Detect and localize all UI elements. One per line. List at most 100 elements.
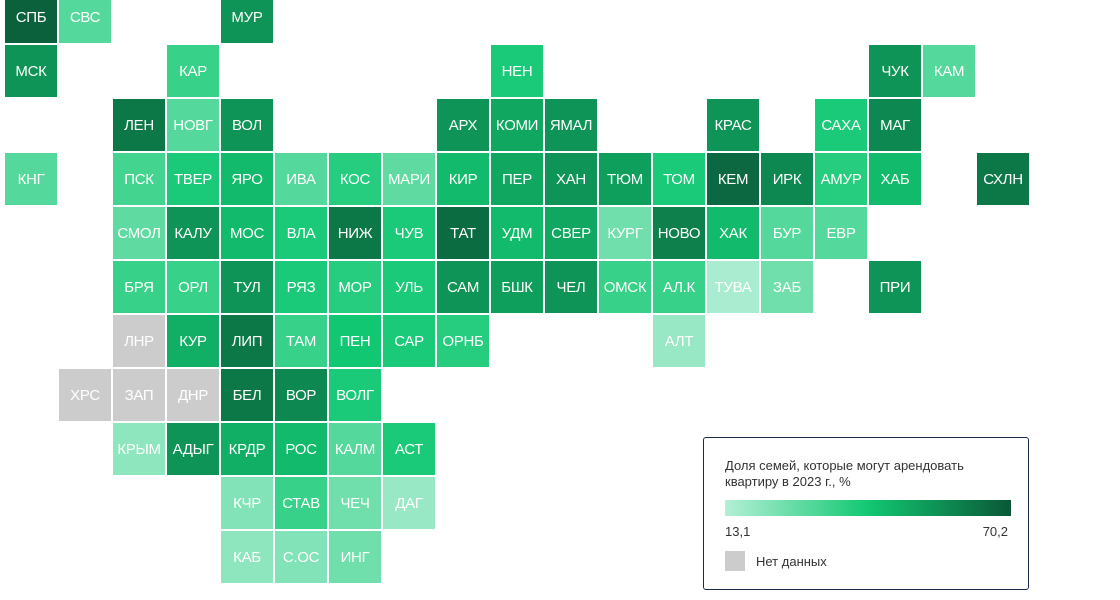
region-label: ХАН (556, 170, 586, 188)
region-tile: ТУВА (707, 261, 759, 313)
region-tile: КОМИ (491, 99, 543, 151)
region-tile: ИВА (275, 153, 327, 205)
region-tile: БЕЛ (221, 369, 273, 421)
region-tile: ВЛА (275, 207, 327, 259)
region-tile: ХАБ (869, 153, 921, 205)
region-label: ОРЛ (178, 278, 208, 296)
region-label: САР (394, 332, 424, 350)
region-label: УЛЬ (395, 278, 423, 296)
region-label: ХАБ (880, 170, 910, 188)
region-label: С.ОС (282, 548, 320, 566)
legend-gradient (725, 500, 1011, 516)
region-label: СВС (69, 8, 101, 26)
region-label: МУР (231, 8, 263, 26)
region-label: КАМ (933, 62, 965, 80)
legend-min-label: 13,1 (725, 524, 751, 539)
region-label: ЧУК (881, 62, 909, 80)
region-label: ЯМАЛ (549, 116, 593, 134)
region-label: ЧЕЧ (340, 494, 370, 512)
region-tile: СВЕР (545, 207, 597, 259)
region-tile: ЧЕЛ (545, 261, 597, 313)
region-label: МСК (15, 62, 47, 80)
region-tile: СПБ (5, 0, 57, 43)
region-tile: НЕН (491, 45, 543, 97)
region-label: КОМИ (495, 116, 539, 134)
region-tile: НОВГ (167, 99, 219, 151)
region-label: СТАВ (282, 494, 320, 512)
legend-title: Доля семей, которые могут арендовать ква… (725, 458, 964, 489)
region-tile: СХЛН (977, 153, 1029, 205)
region-tile: ПЕН (329, 315, 381, 367)
region-tile: КИР (437, 153, 489, 205)
region-label: ЯРО (231, 170, 263, 188)
region-tile: КЧР (221, 477, 273, 529)
region-label: ПРИ (879, 278, 911, 296)
region-tile: БРЯ (113, 261, 165, 313)
region-tile: МАРИ (383, 153, 435, 205)
region-label: РОС (285, 440, 317, 458)
region-tile: С.ОС (275, 531, 327, 583)
region-tile: ЛИП (221, 315, 273, 367)
region-tile: ИРК (761, 153, 813, 205)
region-label: АЛ.К (663, 278, 695, 296)
region-label: ТВЕР (174, 170, 212, 188)
region-label: АДЫГ (172, 440, 214, 458)
region-label: АСТ (394, 440, 424, 458)
region-tile: САХА (815, 99, 867, 151)
region-tile: СТАВ (275, 477, 327, 529)
region-tile: АЛТ (653, 315, 705, 367)
region-label: РЯЗ (286, 278, 316, 296)
region-tile: ЛЕН (113, 99, 165, 151)
region-label: НОВО (657, 224, 701, 242)
region-label: ТОМ (663, 170, 695, 188)
region-tile: ХАН (545, 153, 597, 205)
region-label: НОВГ (173, 116, 213, 134)
region-tile: СМОЛ (113, 207, 165, 259)
region-label: ТЮМ (607, 170, 643, 188)
region-label: ХАК (719, 224, 747, 242)
region-label: ИРК (772, 170, 802, 188)
region-label: ЛНР (124, 332, 154, 350)
region-tile: ЧЕЧ (329, 477, 381, 529)
region-tile: КАЛМ (329, 423, 381, 475)
region-tile: ПСК (113, 153, 165, 205)
region-tile: МОР (329, 261, 381, 313)
region-label: КАР (179, 62, 207, 80)
region-label: БУР (772, 224, 802, 242)
region-label: КАЛУ (174, 224, 212, 242)
region-label: ХРС (70, 386, 100, 404)
region-tile: АМУР (815, 153, 867, 205)
region-label: КНГ (17, 170, 45, 188)
region-label: САХА (821, 116, 861, 134)
region-label: ИВА (286, 170, 316, 188)
region-tile: ТЮМ (599, 153, 651, 205)
region-tile: ОМСК (599, 261, 651, 313)
region-tile: УЛЬ (383, 261, 435, 313)
region-tile: ХРС (59, 369, 111, 421)
region-label: ЧЕЛ (556, 278, 586, 296)
region-tile: ОРЛ (167, 261, 219, 313)
legend-max-label: 70,2 (982, 524, 1008, 539)
region-label: СХЛН (983, 170, 1023, 188)
region-tile: КОС (329, 153, 381, 205)
region-label: КЧР (233, 494, 261, 512)
region-label: КРАС (714, 116, 752, 134)
region-label: ПЕН (339, 332, 371, 350)
region-tile: МАГ (869, 99, 921, 151)
region-label: КАЛМ (334, 440, 376, 458)
region-tile: ТВЕР (167, 153, 219, 205)
region-tile: МУР (221, 0, 273, 43)
region-label: ЗАП (124, 386, 154, 404)
region-tile: ЛНР (113, 315, 165, 367)
region-tile: КРДР (221, 423, 273, 475)
region-label: ДНР (177, 386, 209, 404)
region-tile: КУР (167, 315, 219, 367)
legend: Доля семей, которые могут арендовать ква… (703, 437, 1029, 590)
region-label: СМОЛ (117, 224, 161, 242)
region-label: ТУВА (714, 278, 752, 296)
region-tile: МСК (5, 45, 57, 97)
region-label: ДАГ (395, 494, 423, 512)
region-tile: ИНГ (329, 531, 381, 583)
region-label: КИР (448, 170, 478, 188)
